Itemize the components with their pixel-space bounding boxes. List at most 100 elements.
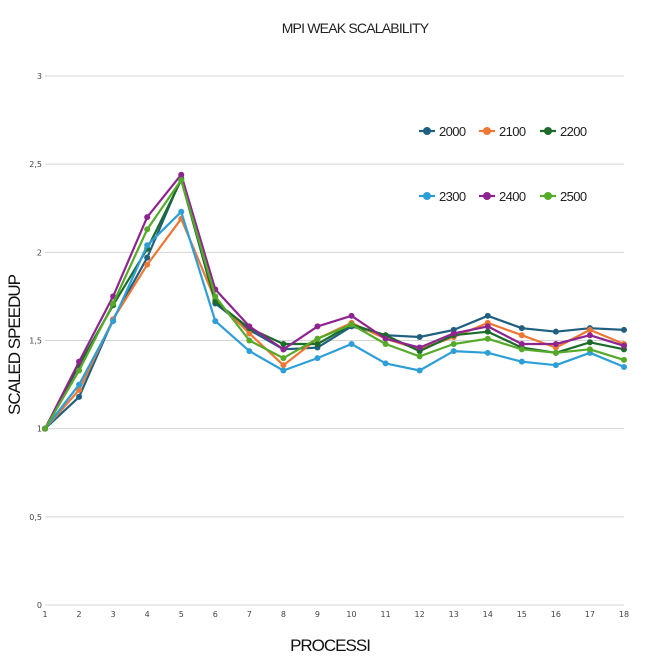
- data-point: [144, 226, 151, 233]
- data-point: [484, 349, 491, 356]
- x-tick-label: 11: [380, 610, 390, 619]
- x-tick-label: 12: [415, 610, 425, 619]
- data-point: [314, 323, 321, 330]
- data-point: [280, 341, 287, 348]
- data-point: [586, 326, 593, 333]
- data-point: [484, 335, 491, 342]
- data-point: [484, 323, 491, 330]
- data-point: [280, 355, 287, 362]
- data-point: [586, 339, 593, 346]
- data-point: [314, 335, 321, 342]
- series-2300: [42, 208, 627, 432]
- legend-label: 2300: [439, 189, 466, 204]
- legend-marker: [483, 127, 491, 135]
- series-lines: [42, 171, 627, 432]
- data-point: [42, 425, 48, 432]
- data-point: [246, 330, 253, 337]
- x-tick-label: 1: [42, 610, 47, 619]
- legend-item: 2400: [479, 189, 526, 204]
- legend-item: 2000: [419, 124, 466, 139]
- y-tick-label: 0,5: [29, 513, 42, 522]
- x-tick-labels: 1 2 3 4 5 6 7 8 9 10 11 12 13 14 15 16 17 18: [42, 610, 629, 619]
- data-point: [416, 333, 423, 340]
- data-point: [178, 171, 185, 178]
- legend-label: 2400: [499, 189, 526, 204]
- data-point: [348, 321, 355, 328]
- data-point: [552, 362, 559, 369]
- data-point: [416, 344, 423, 351]
- data-point: [76, 393, 83, 400]
- data-point: [110, 318, 117, 325]
- series-line: [44, 177, 625, 430]
- data-point: [144, 254, 151, 261]
- data-point: [552, 349, 559, 356]
- data-point: [314, 355, 321, 362]
- data-point: [382, 335, 389, 342]
- x-tick-label: 9: [315, 610, 320, 619]
- x-tick-label: 2: [77, 610, 82, 619]
- x-tick-label: 18: [619, 610, 629, 619]
- legend-item: 2200: [540, 124, 587, 139]
- y-tick-label: 0: [37, 601, 42, 610]
- data-point: [518, 332, 525, 339]
- legend: 2000 2100 2200 2300 2400 2500: [419, 124, 587, 204]
- y-tick-label: 3: [37, 72, 42, 81]
- x-tick-label: 17: [585, 610, 595, 619]
- data-point: [382, 341, 389, 348]
- x-tick-label: 8: [281, 610, 286, 619]
- data-point: [586, 332, 593, 339]
- legend-marker: [423, 127, 431, 135]
- data-point: [280, 362, 287, 369]
- series-2200: [42, 177, 627, 432]
- x-tick-label: 5: [179, 610, 184, 619]
- series-2100: [42, 215, 627, 432]
- legend-item: 2300: [419, 189, 466, 204]
- data-point: [416, 353, 423, 360]
- legend-item: 2500: [540, 189, 587, 204]
- data-point: [450, 330, 457, 337]
- data-point: [450, 341, 457, 348]
- y-tick-label: 2,5: [29, 160, 42, 169]
- data-point: [518, 325, 525, 332]
- legend-label: 2200: [560, 124, 587, 139]
- series-line: [44, 178, 625, 430]
- chart-title: MPI WEAK SCALABILITY: [282, 20, 430, 36]
- data-point: [144, 214, 151, 221]
- x-tick-label: 15: [517, 610, 527, 619]
- data-point: [450, 348, 457, 355]
- legend-item: 2100: [479, 124, 526, 139]
- data-point: [144, 261, 151, 268]
- data-point: [348, 312, 355, 319]
- data-point: [518, 346, 525, 353]
- x-tick-label: 14: [483, 610, 493, 619]
- data-point: [314, 341, 321, 348]
- series-line: [44, 173, 625, 430]
- y-axis-title: SCALED SPEEDUP: [5, 274, 24, 415]
- data-point: [246, 323, 253, 330]
- x-tick-label: 3: [111, 610, 116, 619]
- data-point: [518, 358, 525, 365]
- x-tick-label: 4: [145, 610, 150, 619]
- series-2500: [42, 177, 627, 432]
- data-point: [280, 346, 287, 353]
- data-point: [621, 326, 627, 333]
- legend-marker: [423, 192, 431, 200]
- y-tick-label: 2: [37, 248, 42, 257]
- legend-label: 2500: [560, 189, 587, 204]
- series-line: [44, 178, 625, 430]
- data-point: [76, 367, 83, 374]
- x-tick-label: 7: [247, 610, 252, 619]
- data-point: [621, 356, 627, 363]
- data-point: [110, 300, 117, 307]
- data-point: [552, 341, 559, 348]
- data-point: [212, 298, 219, 305]
- legend-marker: [544, 127, 552, 135]
- x-axis-title: PROCESSI: [290, 636, 370, 655]
- x-tick-label: 10: [346, 610, 356, 619]
- data-point: [518, 341, 525, 348]
- data-point: [484, 328, 491, 335]
- y-tick-label: 1,5: [29, 337, 42, 346]
- legend-label: 2100: [499, 124, 526, 139]
- data-point: [246, 348, 253, 355]
